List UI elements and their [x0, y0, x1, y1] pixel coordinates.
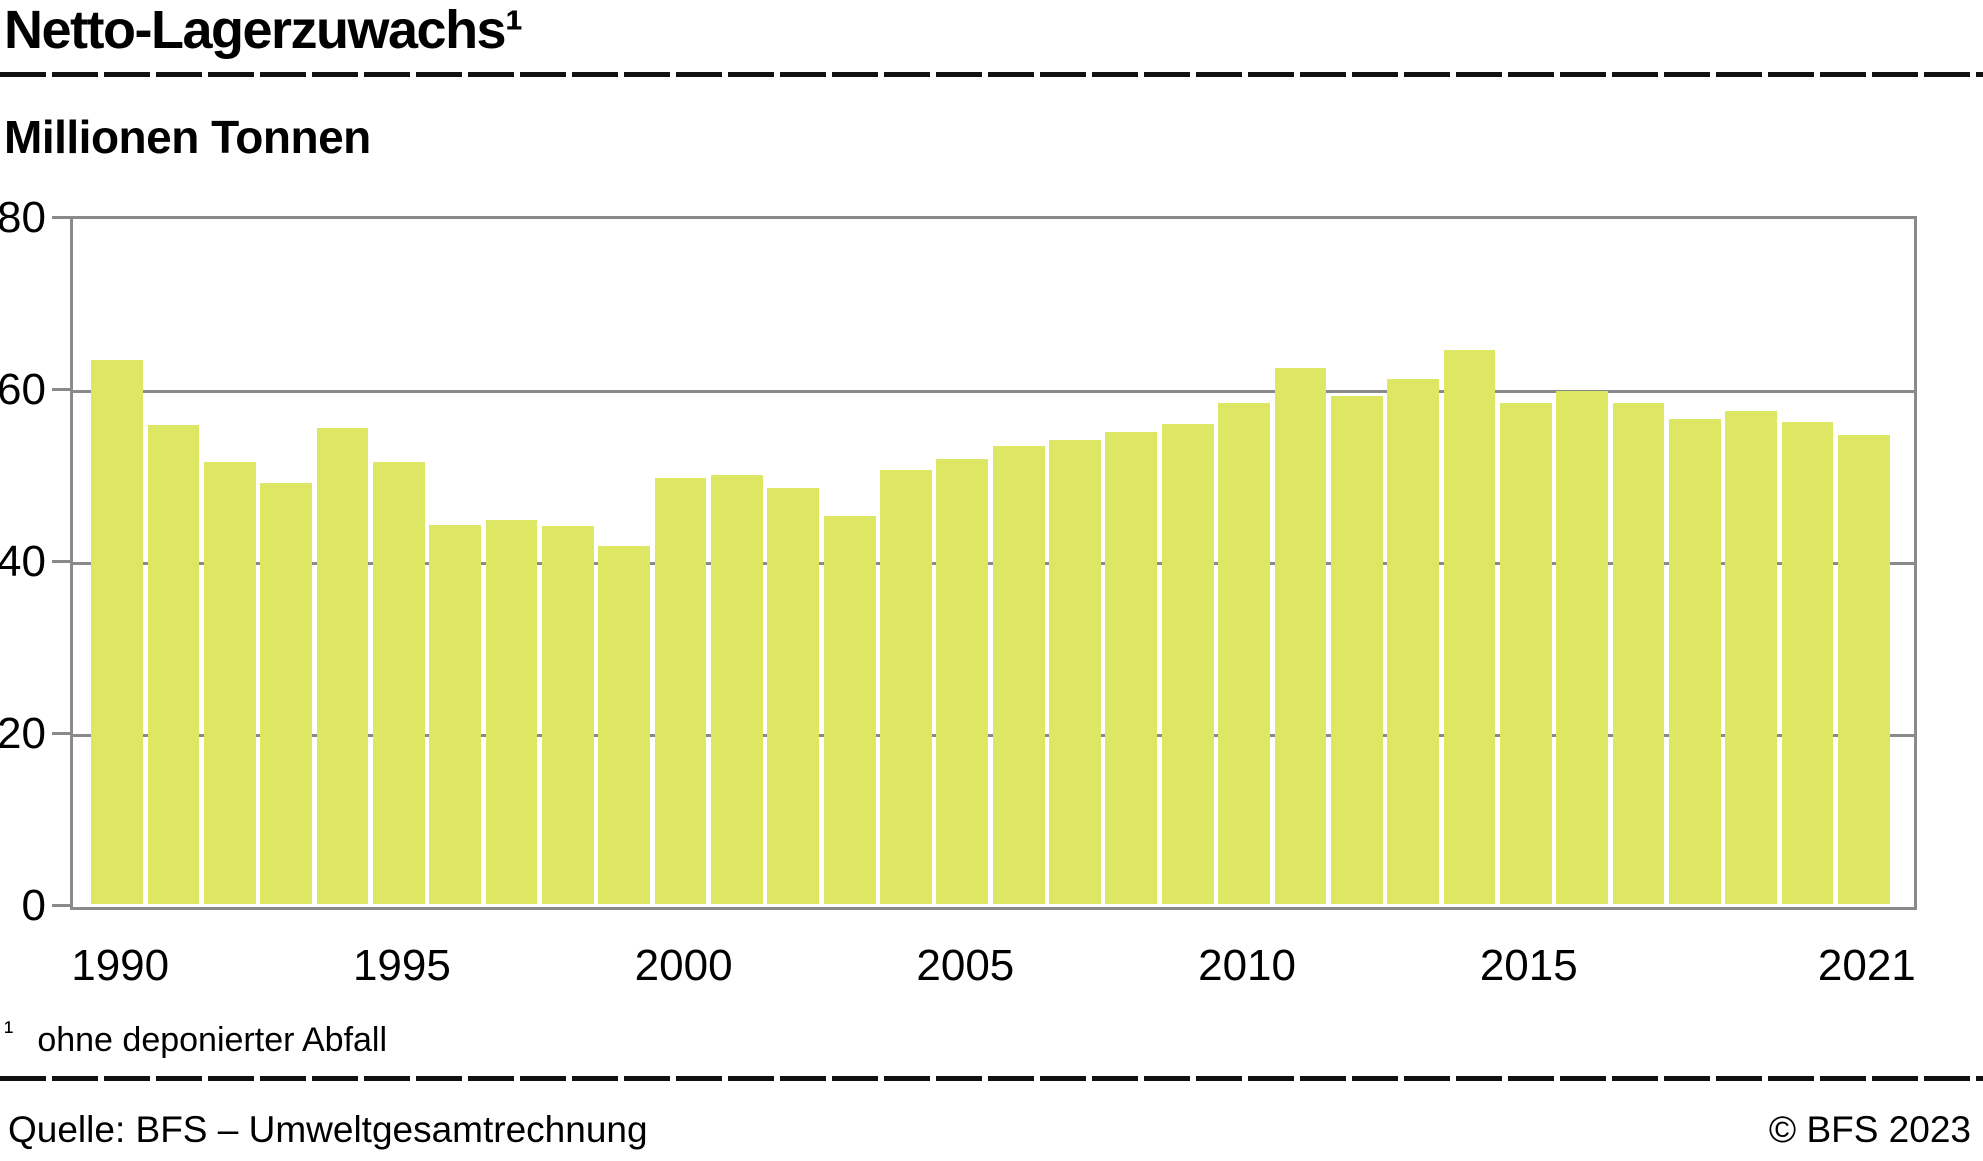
bar-2020 — [1781, 422, 1834, 904]
x-axis-label-2015: 2015 — [1479, 941, 1578, 990]
y-axis-label-60: 60 — [0, 364, 46, 414]
bar-1997 — [485, 519, 538, 904]
bar-1992 — [203, 461, 256, 904]
bar-1995 — [373, 461, 425, 904]
copyright-notice: © BFS 2023 — [1768, 1109, 1971, 1150]
bar-1990 — [91, 359, 144, 904]
title-divider-dashed-line — [0, 72, 1983, 77]
x-axis-label-2000: 2000 — [634, 941, 733, 990]
x-axis-label-2021: 2021 — [1817, 941, 1916, 990]
bar-2017 — [1612, 403, 1665, 904]
y-axis-label-80: 80 — [0, 192, 46, 242]
bar-2004 — [880, 469, 932, 904]
x-axis-label-2010: 2010 — [1198, 941, 1296, 990]
bar-2002 — [767, 487, 820, 904]
plot-area — [70, 216, 1917, 910]
footer-divider-dashed-line — [0, 1076, 1983, 1081]
y-axis-tick-80 — [52, 216, 70, 219]
y-axis-tick-40 — [52, 560, 70, 563]
bar-2010 — [1218, 403, 1270, 904]
bar-2012 — [1330, 395, 1383, 904]
y-axis-label-20: 20 — [0, 708, 46, 758]
gridline-y-60 — [73, 389, 1914, 393]
bar-2013 — [1387, 378, 1439, 904]
bar-2014 — [1443, 350, 1496, 904]
y-axis-label-0: 0 — [21, 880, 46, 930]
y-axis-tick-0 — [52, 904, 70, 907]
y-axis-label-40: 40 — [0, 536, 46, 586]
bar-2018 — [1668, 418, 1721, 904]
bar-1998 — [542, 526, 594, 904]
bar-1996 — [429, 524, 482, 904]
bar-2019 — [1725, 411, 1777, 904]
bar-2005 — [936, 459, 989, 904]
source-credit: Quelle: BFS – Umweltgesamtrechnung — [8, 1109, 648, 1150]
footnote: ¹ ohne deponierter Abfall — [4, 1012, 387, 1060]
y-axis-tick-60 — [52, 388, 70, 391]
footnote-marker: ¹ — [4, 1016, 14, 1047]
bar-2008 — [1105, 431, 1158, 904]
bar-2007 — [1049, 440, 1101, 904]
bar-1993 — [260, 482, 313, 904]
x-axis-label-1995: 1995 — [352, 941, 451, 990]
bar-2011 — [1274, 368, 1327, 904]
bar-2016 — [1556, 391, 1608, 904]
bar-2001 — [711, 474, 763, 904]
y-axis-tick-20 — [52, 732, 70, 735]
bar-1994 — [316, 427, 369, 904]
bar-2009 — [1161, 424, 1214, 904]
footnote-text: ohne deponierter Abfall — [37, 1021, 388, 1059]
page-title: Netto-Lagerzuwachs¹ — [4, 0, 523, 60]
bar-1999 — [598, 546, 651, 904]
x-axis-label-2005: 2005 — [916, 941, 1015, 990]
bar-2003 — [823, 516, 876, 904]
bar-2021 — [1837, 435, 1890, 904]
bar-2015 — [1499, 403, 1552, 904]
bar-2006 — [992, 445, 1045, 904]
bar-2000 — [654, 478, 707, 904]
bar-1991 — [147, 424, 200, 904]
y-axis-unit-label: Millionen Tonnen — [4, 111, 371, 163]
x-axis-label-1990: 1990 — [71, 941, 170, 990]
